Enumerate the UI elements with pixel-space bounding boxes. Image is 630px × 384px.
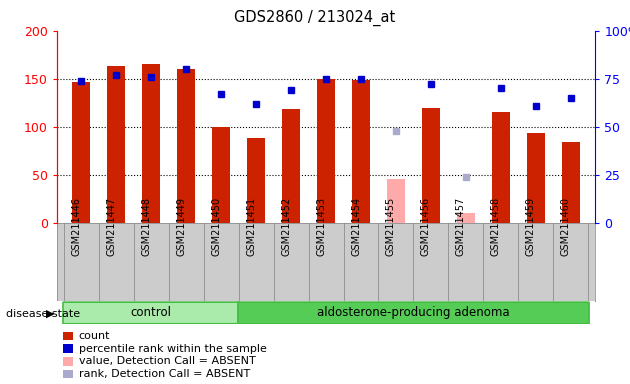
Text: GSM211454: GSM211454 <box>351 197 361 256</box>
Text: GSM211455: GSM211455 <box>386 197 396 256</box>
Text: count: count <box>79 331 110 341</box>
Bar <box>562 142 580 223</box>
Text: rank, Detection Call = ABSENT: rank, Detection Call = ABSENT <box>79 369 250 379</box>
Text: GSM211459: GSM211459 <box>526 197 536 256</box>
Bar <box>387 179 404 223</box>
Text: GSM211456: GSM211456 <box>421 197 431 256</box>
Text: GSM211446: GSM211446 <box>71 197 81 256</box>
Text: GSM211449: GSM211449 <box>176 197 186 256</box>
Text: GSM211451: GSM211451 <box>246 197 256 256</box>
Text: GSM211450: GSM211450 <box>211 197 221 256</box>
Bar <box>248 138 265 223</box>
Text: value, Detection Call = ABSENT: value, Detection Call = ABSENT <box>79 356 256 366</box>
Text: control: control <box>130 306 171 319</box>
FancyBboxPatch shape <box>238 302 589 324</box>
Bar <box>527 134 544 223</box>
Bar <box>422 108 440 223</box>
FancyBboxPatch shape <box>63 302 239 324</box>
Bar <box>142 65 160 223</box>
Bar <box>352 80 370 223</box>
Text: ▶: ▶ <box>47 309 55 319</box>
Bar <box>282 109 300 223</box>
Bar <box>318 79 335 223</box>
Text: GSM211452: GSM211452 <box>281 197 291 256</box>
Text: GSM211460: GSM211460 <box>561 197 571 256</box>
Text: GSM211458: GSM211458 <box>491 197 501 256</box>
Bar <box>212 127 230 223</box>
Text: aldosterone-producing adenoma: aldosterone-producing adenoma <box>317 306 510 319</box>
Text: disease state: disease state <box>6 309 81 319</box>
Bar <box>492 113 510 223</box>
Bar <box>457 213 474 223</box>
Bar <box>108 66 125 223</box>
Text: GSM211453: GSM211453 <box>316 197 326 256</box>
Text: GSM211447: GSM211447 <box>106 197 116 256</box>
Bar <box>178 69 195 223</box>
Bar <box>72 82 90 223</box>
Text: percentile rank within the sample: percentile rank within the sample <box>79 344 266 354</box>
Text: GSM211448: GSM211448 <box>141 197 151 256</box>
Text: GSM211457: GSM211457 <box>456 197 466 256</box>
Text: GDS2860 / 213024_at: GDS2860 / 213024_at <box>234 10 396 26</box>
